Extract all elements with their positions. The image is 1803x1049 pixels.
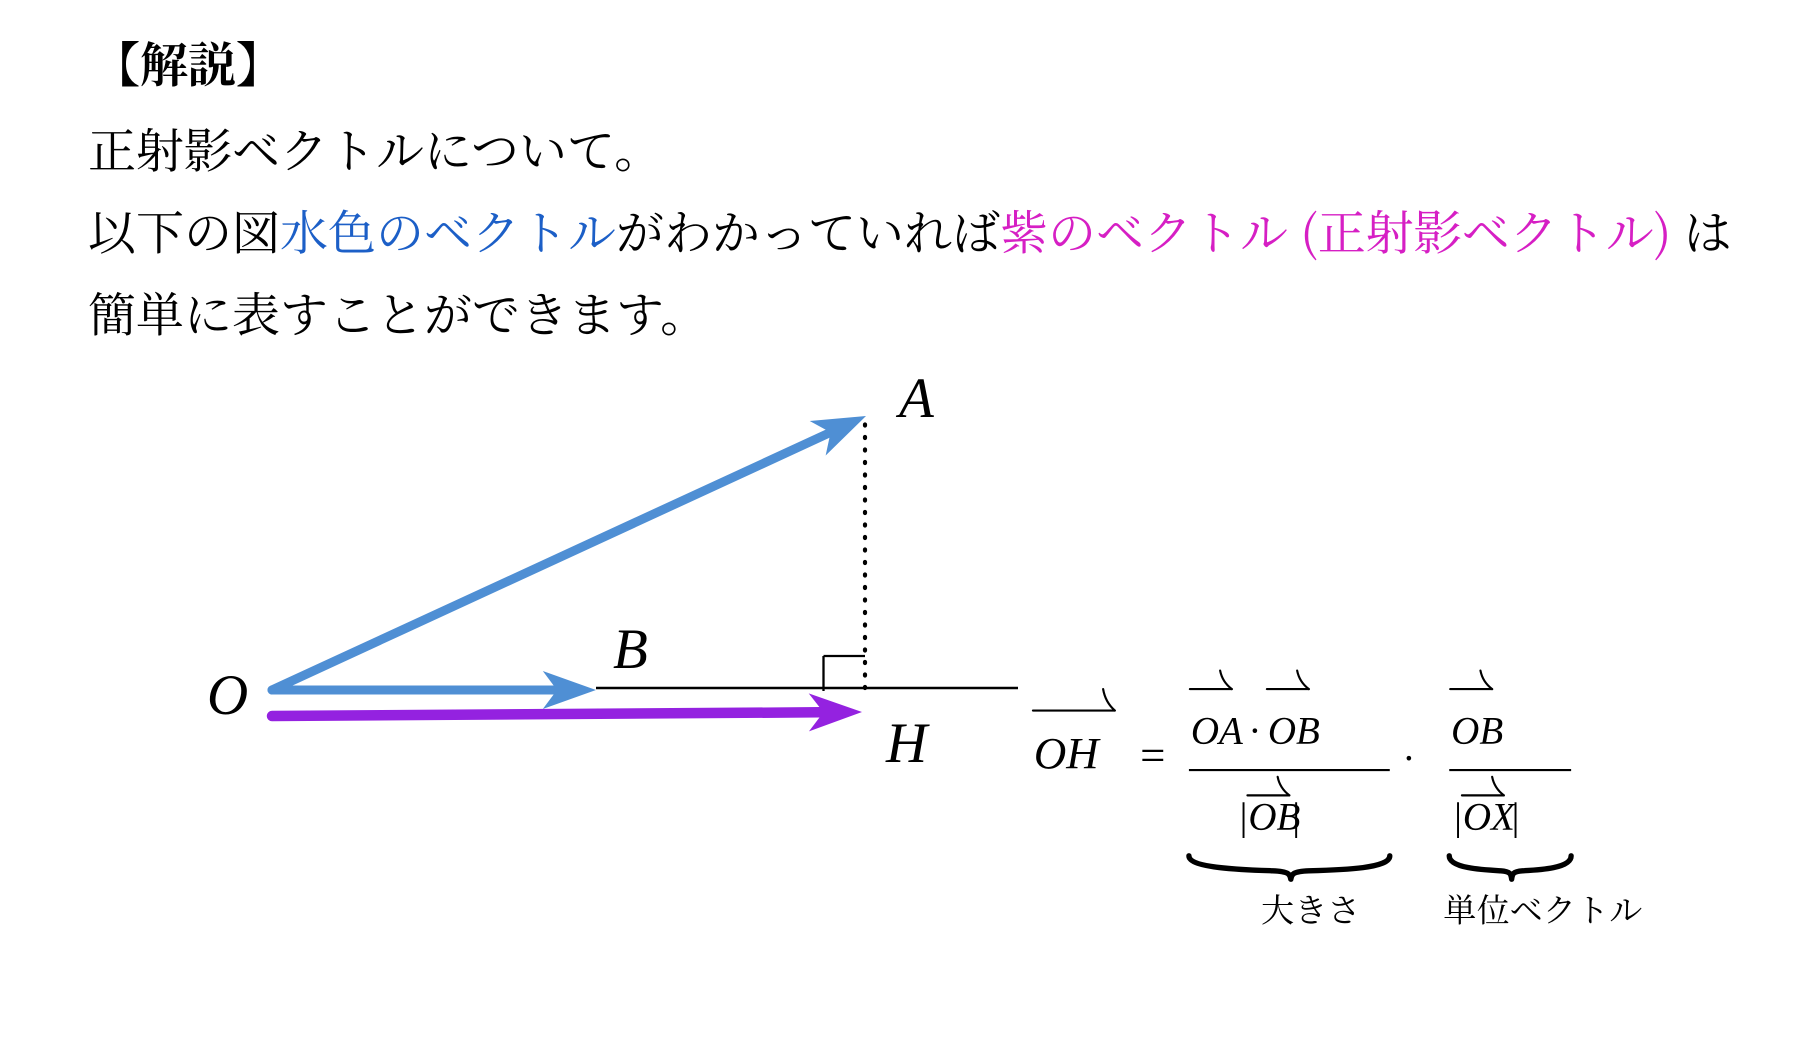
svg-text:OA: OA [1191, 710, 1243, 753]
svg-text:H: H [885, 712, 930, 775]
svg-text:O: O [207, 664, 248, 727]
svg-text:|: | [1240, 796, 1248, 839]
svg-text:·: · [1248, 710, 1261, 753]
svg-text:OX: OX [1463, 796, 1517, 839]
svg-text:A: A [895, 367, 935, 430]
svg-text:OB: OB [1451, 710, 1503, 753]
svg-text:|: | [1292, 796, 1300, 839]
svg-text:OB: OB [1268, 710, 1320, 753]
svg-text:OH: OH [1034, 728, 1101, 778]
svg-text:|: | [1512, 796, 1520, 839]
svg-text:大きさ: 大きさ [1261, 885, 1360, 932]
svg-text:単位ベクトル: 単位ベクトル [1443, 885, 1642, 932]
svg-text:B: B [613, 618, 648, 681]
svg-text:·: · [1402, 737, 1415, 780]
svg-text:|: | [1454, 796, 1462, 839]
svg-text:=: = [1140, 730, 1165, 780]
